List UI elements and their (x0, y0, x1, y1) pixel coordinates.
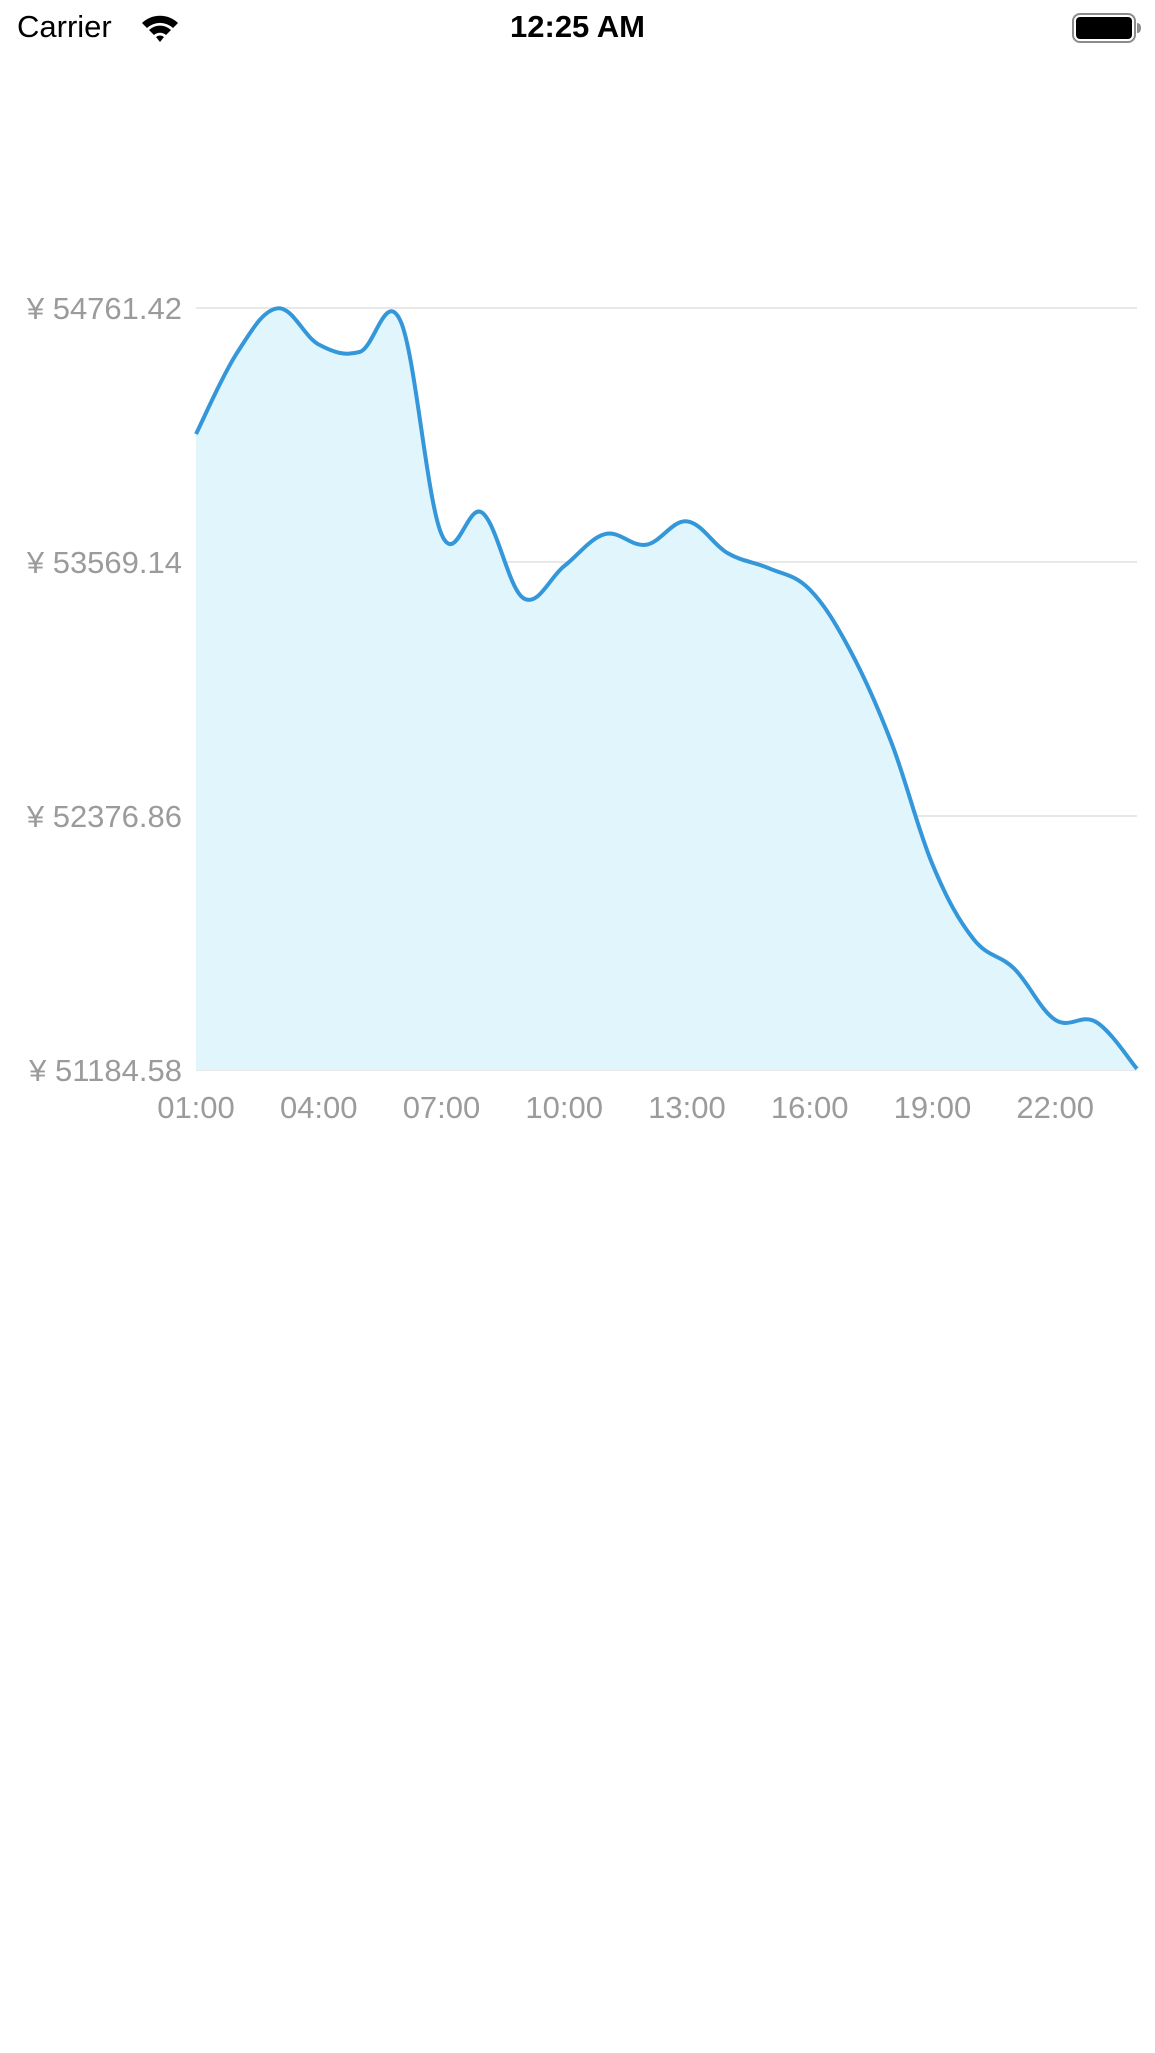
wifi-icon (142, 15, 178, 42)
y-tick-label: ¥ 52376.86 (26, 799, 182, 834)
status-time: 12:25 AM (510, 9, 645, 44)
y-tick-label: ¥ 53569.14 (26, 545, 182, 580)
price-line (194, 306, 1139, 1071)
x-tick-label: 16:00 (771, 1090, 849, 1125)
x-tick-label: 13:00 (648, 1090, 726, 1125)
y-tick-label: ¥ 54761.42 (26, 291, 182, 326)
x-tick-label: 04:00 (280, 1090, 358, 1125)
status-bar: Carrier 12:25 AM (0, 0, 1155, 58)
price-area-chart: ¥ 51184.58 ¥ 52376.86 ¥ 53569.14 ¥ 54761.42… (26, 291, 1139, 1125)
x-tick-label: 07:00 (403, 1090, 481, 1125)
carrier-label: Carrier (17, 9, 112, 44)
x-tick-label: 10:00 (525, 1090, 603, 1125)
x-axis-ticks: 01:00 04:00 07:00 10:00 13:00 16:00 19:00 22:00 (157, 1090, 1094, 1125)
battery-icon (1072, 13, 1141, 43)
x-tick-label: 19:00 (894, 1090, 972, 1125)
y-tick-label: ¥ 51184.58 (28, 1053, 182, 1088)
y-axis-ticks: ¥ 51184.58 ¥ 52376.86 ¥ 53569.14 ¥ 54761.42 (26, 291, 182, 1088)
x-tick-label: 01:00 (157, 1090, 235, 1125)
x-tick-label: 22:00 (1016, 1090, 1094, 1125)
